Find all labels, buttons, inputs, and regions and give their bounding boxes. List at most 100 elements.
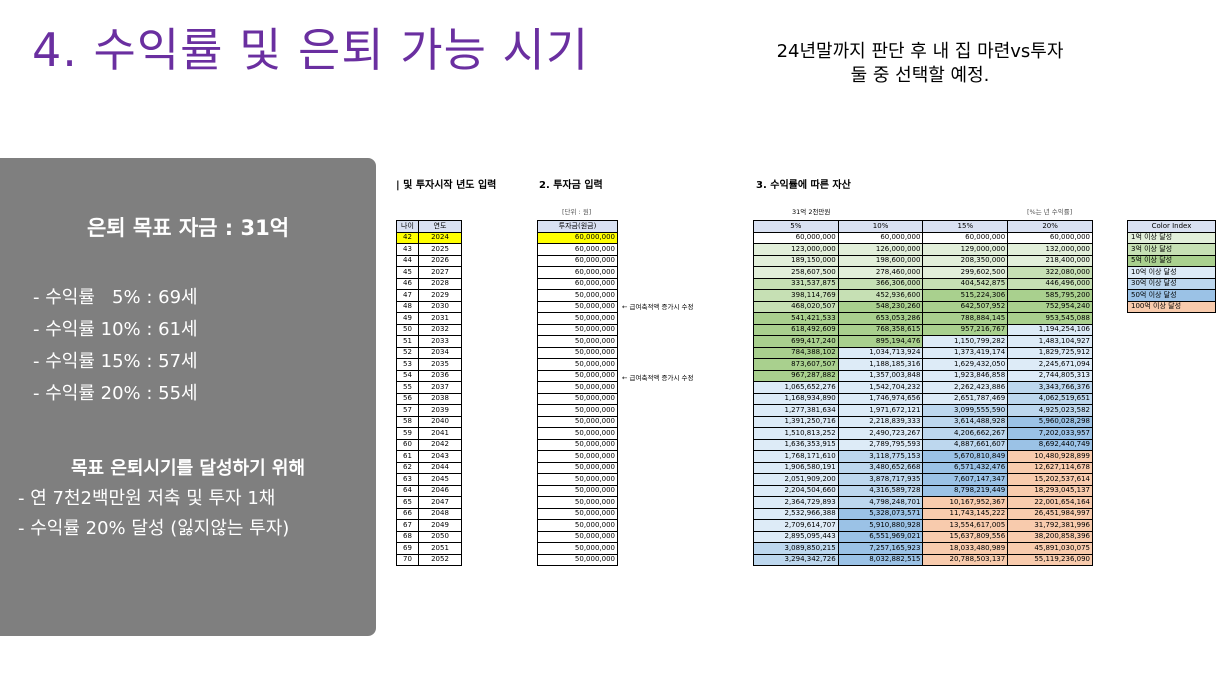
investment-cell: 50,000,000: [537, 369, 618, 382]
table-row: 50,000,000: [537, 312, 618, 325]
investment-cell: 50,000,000: [537, 461, 618, 474]
table-row: 50,000,000: [537, 496, 618, 509]
table-row: 2,709,614,707 5,910,880,928 13,554,617,005…: [753, 519, 1093, 532]
investment-header: 투자금(원금): [537, 220, 618, 233]
year-cell: 2047: [418, 496, 462, 509]
table-row: 967,287,882 1,357,003,848 1,923,846,858 2,7…: [753, 369, 1093, 382]
summary-panel: 은퇴 목표 자금 : 31억 - 수익률 5% : 69세 - 수익률 10% …: [0, 158, 376, 636]
subtitle-line-2: 둘 중 선택할 예정.: [850, 65, 990, 86]
year-cell: 2035: [418, 358, 462, 371]
asset-cell: 1,194,254,106: [1007, 323, 1093, 336]
asset-cell: 2,245,671,094: [1007, 358, 1093, 371]
table-row: 66 2048: [396, 507, 462, 520]
asset-cell: 404,542,875: [922, 277, 1009, 290]
asset-cell: 7,257,165,923: [837, 542, 924, 555]
year-cell: 2037: [418, 381, 462, 394]
asset-cell: 699,417,240: [753, 335, 839, 348]
rate-item: - 수익률 10% : 61세: [33, 319, 198, 340]
asset-cell: 2,051,909,200: [753, 473, 839, 486]
table-row: 54 2036: [396, 369, 462, 382]
year-cell: 2030: [418, 300, 462, 313]
rate-item: - 수익률 15% : 57세: [33, 351, 198, 372]
table-row: 50,000,000: [537, 381, 618, 394]
asset-cell: 2,364,729,893: [753, 496, 839, 509]
age-cell: 51: [396, 335, 419, 348]
year-cell: 2034: [418, 346, 462, 359]
age-year-table: 나이 연도 42 2024 43 2025 44 2026 45 2027 46 2028 47 20…: [396, 220, 462, 566]
table-row: 50,000,000: [537, 335, 618, 348]
year-cell: 2043: [418, 450, 462, 463]
color-index-row: 30억 이상 달성: [1127, 277, 1216, 290]
table-row: 2,051,909,200 3,878,717,935 7,607,147,347 1…: [753, 473, 1093, 486]
asset-cell: 618,492,609: [753, 323, 839, 336]
investment-cell: 50,000,000: [537, 450, 618, 463]
rate-header-10: 10%: [837, 220, 924, 233]
year-cell: 2036: [418, 369, 462, 382]
table-row: 62 2044: [396, 461, 462, 474]
asset-cell: 11,743,145,222: [922, 507, 1009, 520]
age-cell: 63: [396, 473, 419, 486]
age-cell: 62: [396, 461, 419, 474]
asset-cell: 13,554,617,005: [922, 519, 1009, 532]
asset-cell: 642,507,952: [922, 300, 1009, 313]
section-1-title: | 및 투자시작 년도 입력: [396, 180, 497, 191]
asset-cell: 258,607,500: [753, 266, 839, 279]
table-row: 1,065,652,276 1,542,704,232 2,262,423,886 3…: [753, 381, 1093, 394]
asset-cell: 1,277,381,634: [753, 404, 839, 417]
table-row: 55 2037: [396, 381, 462, 394]
asset-cell: 278,460,000: [837, 266, 924, 279]
age-cell: 57: [396, 404, 419, 417]
asset-cell: 585,795,200: [1007, 289, 1093, 302]
asset-cell: 752,954,240: [1007, 300, 1093, 313]
color-index-item: 10억 이상 달성: [1127, 266, 1216, 279]
investment-cell: 60,000,000: [537, 243, 618, 256]
table-row: 50,000,000: [537, 473, 618, 486]
table-row: 50,000,000: [537, 369, 618, 382]
age-cell: 56: [396, 392, 419, 405]
asset-cell: 129,000,000: [922, 243, 1009, 256]
asset-cell: 653,053,286: [837, 312, 924, 325]
asset-cell: 8,798,219,449: [922, 484, 1009, 497]
age-cell: 64: [396, 484, 419, 497]
asset-cell: 4,316,589,728: [837, 484, 924, 497]
table-row: 50,000,000: [537, 427, 618, 440]
age-cell: 66: [396, 507, 419, 520]
age-cell: 42: [396, 231, 419, 244]
color-index-row: 5억 이상 달성: [1127, 254, 1216, 267]
asset-cell: 8,032,882,515: [837, 553, 924, 566]
asset-cell: 2,218,839,333: [837, 415, 924, 428]
color-index-item: 3억 이상 달성: [1127, 243, 1216, 256]
investment-cell: 50,000,000: [537, 484, 618, 497]
table-row: 50,000,000: [537, 553, 618, 566]
color-index-row: 50억 이상 달성: [1127, 289, 1216, 302]
age-cell: 44: [396, 254, 419, 267]
year-cell: 2039: [418, 404, 462, 417]
year-cell: 2048: [418, 507, 462, 520]
age-cell: 49: [396, 312, 419, 325]
asset-cell: 788,884,145: [922, 312, 1009, 325]
asset-cell: 1,906,580,191: [753, 461, 839, 474]
asset-cell: 4,798,248,701: [837, 496, 924, 509]
age-cell: 68: [396, 530, 419, 543]
year-cell: 2041: [418, 427, 462, 440]
investment-cell: 50,000,000: [537, 392, 618, 405]
table-row: 468,020,507 548,230,260 642,507,952 752,954…: [753, 300, 1093, 313]
table-row: 1,636,353,915 2,789,795,593 4,887,661,607 8…: [753, 438, 1093, 451]
table-row: 50,000,000: [537, 404, 618, 417]
slide-subtitle: 24년말까지 판단 후 내 집 마련vs투자 둘 중 선택할 예정.: [730, 40, 1110, 88]
asset-cell: 331,537,875: [753, 277, 839, 290]
salary-note: ← 급여축적액 증가시 수정: [622, 303, 694, 311]
asset-cell: 3,099,555,590: [922, 404, 1009, 417]
age-cell: 67: [396, 519, 419, 532]
asset-cell: 2,895,095,443: [753, 530, 839, 543]
asset-cell: 2,490,723,267: [837, 427, 924, 440]
year-cell: 2050: [418, 530, 462, 543]
age-cell: 46: [396, 277, 419, 290]
asset-cell: 18,293,045,137: [1007, 484, 1093, 497]
asset-cell: 198,600,000: [837, 254, 924, 267]
asset-cell: 4,206,662,267: [922, 427, 1009, 440]
table-row: 48 2030: [396, 300, 462, 313]
asset-cell: 1,391,250,716: [753, 415, 839, 428]
year-cell: 2044: [418, 461, 462, 474]
investment-cell: 50,000,000: [537, 323, 618, 336]
